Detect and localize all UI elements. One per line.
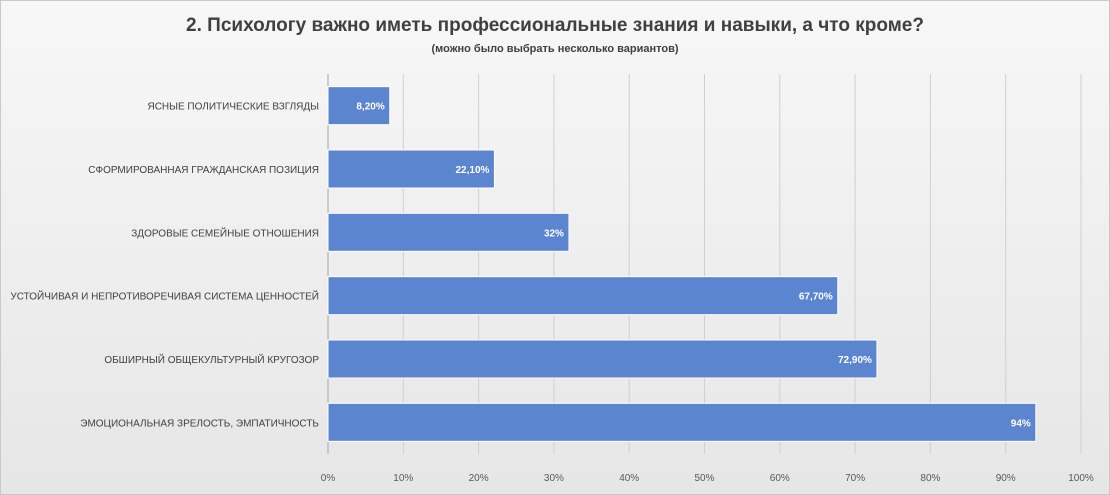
category-label: ЭМОЦИОНАЛЬНАЯ ЗРЕЛОСТЬ, ЭМПАТИЧНОСТЬ (80, 418, 319, 429)
chart-title: 2. Психологу важно иметь профессиональны… (186, 15, 924, 36)
data-label: 67,70% (799, 292, 833, 303)
bar (327, 339, 878, 379)
x-tick-label: 80% (920, 473, 940, 484)
x-tick-label: 50% (694, 473, 714, 484)
bars: 8,20% 22,10% 32% 67,70% 72,90% 94% (327, 86, 1037, 442)
gridlines (327, 74, 1082, 454)
x-tick-label: 70% (845, 473, 865, 484)
bar (327, 212, 570, 252)
bar (327, 86, 391, 126)
x-tick-label: 0% (321, 473, 336, 484)
x-tick-label: 20% (469, 473, 489, 484)
chart-subtitle: (можно было выбрать несколько вариантов) (431, 43, 679, 55)
category-label: ОБШИРНЫЙ ОБЩЕКУЛЬТУРНЫЙ КРУГОЗОР (104, 353, 319, 366)
category-label: ЯСНЫЕ ПОЛИТИЧЕСКИЕ ВЗГЛЯДЫ (147, 102, 319, 113)
category-label: ЗДОРОВЫЕ СЕМЕЙНЫЕ ОТНОШЕНИЯ (131, 226, 319, 239)
data-label: 8,20% (356, 102, 384, 113)
bar (327, 149, 495, 189)
x-tick-label: 90% (996, 473, 1016, 484)
x-tick-label: 10% (393, 473, 413, 484)
x-tick-label: 100% (1068, 473, 1094, 484)
data-label: 22,10% (455, 165, 489, 176)
bar (327, 276, 839, 316)
data-label: 94% (1011, 418, 1031, 429)
data-label: 32% (544, 228, 564, 239)
x-tick-label: 60% (770, 473, 790, 484)
category-label: УСТОЙЧИВАЯ И НЕПРОТИВОРЕЧИВАЯ СИСТЕМА ЦЕ… (10, 290, 319, 303)
bar (327, 402, 1037, 442)
x-tick-label: 40% (619, 473, 639, 484)
x-axis-ticks: 0% 10% 20% 30% 40% 50% 60% 70% 80% 90% 100% (321, 473, 1094, 484)
category-labels: ЯСНЫЕ ПОЛИТИЧЕСКИЕ ВЗГЛЯДЫ СФОРМИРОВАННАЯ… (10, 102, 319, 430)
x-tick-label: 30% (544, 473, 564, 484)
category-label: СФОРМИРОВАННАЯ ГРАЖДАНСКАЯ ПОЗИЦИЯ (88, 165, 319, 176)
data-label: 72,90% (838, 355, 872, 366)
